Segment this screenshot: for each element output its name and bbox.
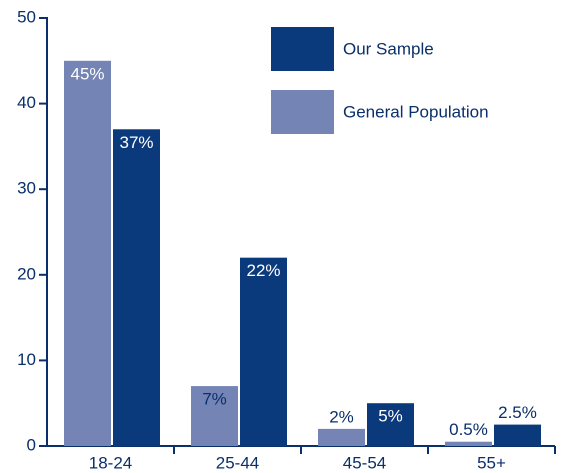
x-tick-label: 25-44 [216, 453, 259, 472]
value-label: 0.5% [449, 420, 488, 439]
legend-swatch [271, 27, 334, 71]
bar [445, 441, 492, 446]
bar [318, 428, 365, 446]
x-tick-label: 45-54 [343, 453, 386, 472]
value-label: 2.5% [498, 403, 537, 422]
bar [64, 60, 111, 447]
value-label: 45% [70, 64, 104, 83]
y-tick-label: 50 [17, 7, 36, 26]
bar [494, 424, 541, 446]
bar [367, 403, 414, 446]
x-tick-label: 18-24 [89, 453, 132, 472]
value-label: 5% [378, 407, 403, 426]
value-label: 2% [329, 407, 354, 426]
legend-label: Our Sample [343, 39, 434, 58]
x-tick-label: 55+ [477, 453, 506, 472]
legend-label: General Population [343, 102, 489, 121]
y-tick-label: 30 [17, 179, 36, 198]
y-tick-label: 20 [17, 264, 36, 283]
value-label: 37% [119, 133, 153, 152]
legend-swatch [271, 90, 334, 134]
y-tick-label: 10 [17, 350, 36, 369]
bar [113, 129, 160, 446]
y-tick-label: 0 [27, 435, 36, 454]
y-tick-label: 40 [17, 93, 36, 112]
value-label: 7% [202, 390, 227, 409]
value-label: 22% [246, 261, 280, 280]
bar [240, 257, 287, 446]
bar [191, 386, 238, 446]
